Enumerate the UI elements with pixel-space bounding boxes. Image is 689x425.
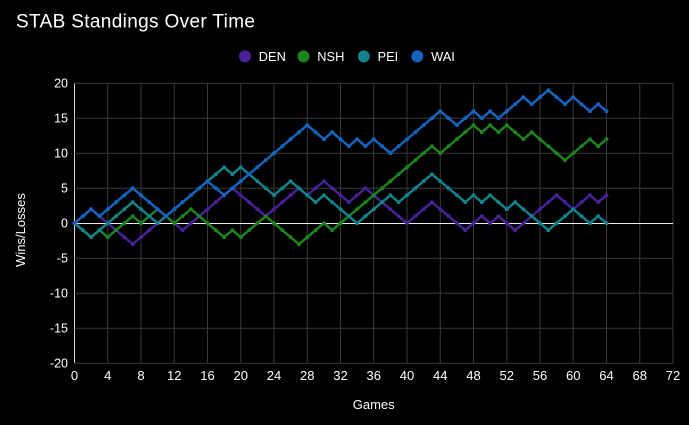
svg-text:-10: -10 [50,287,68,301]
svg-text:12: 12 [167,368,181,383]
svg-text:DEN: DEN [259,49,286,64]
svg-text:32: 32 [333,368,347,383]
svg-text:NSH: NSH [317,49,344,64]
svg-text:16: 16 [200,368,214,383]
svg-text:28: 28 [300,368,314,383]
svg-text:72: 72 [666,368,680,383]
svg-text:Games: Games [353,397,395,412]
svg-text:8: 8 [137,368,144,383]
svg-text:0: 0 [71,368,78,383]
svg-text:10: 10 [54,147,68,161]
svg-text:56: 56 [533,368,547,383]
svg-text:48: 48 [466,368,480,383]
svg-text:44: 44 [433,368,447,383]
svg-text:64: 64 [599,368,613,383]
svg-text:52: 52 [500,368,514,383]
svg-text:-20: -20 [50,357,68,371]
svg-text:-5: -5 [57,252,68,266]
svg-text:Wins/Losses: Wins/Losses [13,193,28,267]
svg-text:60: 60 [566,368,580,383]
svg-text:20: 20 [234,368,248,383]
svg-text:24: 24 [267,368,281,383]
svg-text:68: 68 [633,368,647,383]
svg-text:PEI: PEI [378,49,399,64]
svg-text:-15: -15 [50,322,68,336]
svg-text:5: 5 [61,182,68,196]
svg-text:40: 40 [400,368,414,383]
svg-text:0: 0 [61,217,68,231]
svg-text:WAI: WAI [431,49,455,64]
svg-text:36: 36 [367,368,381,383]
svg-text:STAB Standings Over Time: STAB Standings Over Time [16,11,255,32]
svg-text:15: 15 [54,112,68,126]
svg-text:4: 4 [104,368,111,383]
svg-text:20: 20 [54,77,68,91]
